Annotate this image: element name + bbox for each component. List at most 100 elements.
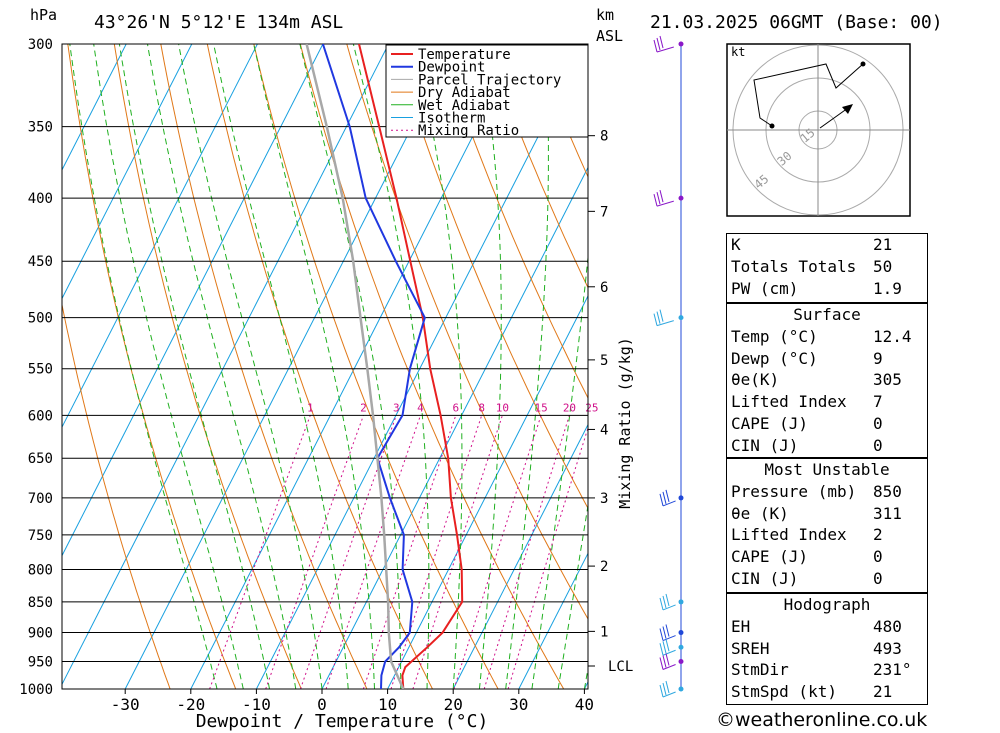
- wet-adiabat-line: [93, 44, 244, 689]
- thetae-row: θe(K) 305: [731, 370, 902, 390]
- pressure-label: 350: [28, 120, 53, 136]
- isotherm-line: [62, 44, 193, 689]
- pressure-label: 1000: [19, 682, 53, 698]
- wind-barb-flag: [659, 657, 664, 670]
- li-row: Lifted Index 7: [731, 392, 883, 412]
- height-tick-label: 1: [600, 624, 608, 640]
- wind-point: [678, 599, 684, 605]
- x-tick-label: -30: [111, 695, 140, 714]
- plot-area: 1 2 3 4 6 8 10 15 20 2530035040045050055060065070…: [19, 35, 1000, 732]
- location-title: 43°26'N 5°12'E 134m ASL: [94, 12, 344, 33]
- wet-adiabat-line: [178, 44, 323, 689]
- wind-barb-flag: [665, 653, 670, 666]
- pressure-label: 950: [28, 655, 53, 671]
- isotherm-line: [124, 44, 455, 689]
- dry-adiabat-line: [392, 44, 588, 689]
- stmspd-row: StmSpd (kt) 21: [731, 682, 893, 702]
- series-temperature: [358, 44, 464, 689]
- series-parcel-trajectory: [305, 44, 405, 689]
- wind-point: [678, 686, 684, 692]
- pressure-label: 300: [28, 37, 53, 53]
- pressure-label: 750: [28, 528, 53, 544]
- x-tick-label: 20: [444, 695, 463, 714]
- wind-barb-flag: [662, 641, 667, 654]
- wet-adiabat-line: [413, 44, 463, 689]
- temp-row: Temp (°C) 12.4: [731, 326, 912, 346]
- hodograph-unit: kt: [731, 45, 745, 59]
- mu-pressure-row: Pressure (mb) 850: [731, 481, 902, 501]
- wind-point: [678, 315, 684, 321]
- stmdir-row: StmDir 231°: [731, 660, 912, 680]
- wind-barb-flag: [665, 593, 670, 607]
- mixing-ratio-line: [325, 415, 421, 689]
- wind-point: [678, 630, 684, 636]
- mixing-ratio-line: [265, 415, 364, 689]
- most-unstable-table: Most Unstable Pressure (mb) 850 θe (K) 311…: [726, 458, 928, 593]
- wind-barb-flag: [659, 628, 664, 641]
- wind-barb-flag: [653, 193, 658, 207]
- wind-barb: [662, 500, 676, 507]
- wind-barb: [662, 664, 676, 670]
- storm-motion-arrowhead: [842, 104, 853, 114]
- pressure-label: 800: [28, 562, 53, 578]
- wind-barb-flag: [656, 37, 661, 51]
- wind-barb-flag: [662, 655, 667, 668]
- wet-adiabat-line: [69, 44, 218, 689]
- wind-barb: [656, 320, 674, 327]
- mixing-ratio-label: 8: [478, 401, 485, 414]
- legend-label: Mixing Ratio: [418, 123, 519, 139]
- wind-barb-flag: [659, 643, 664, 656]
- pressure-label: 650: [28, 451, 53, 467]
- wind-barb-flag: [653, 39, 658, 53]
- wind-barb-flag: [659, 309, 664, 322]
- pressure-label: 600: [28, 408, 53, 424]
- wind-barb-flag: [659, 35, 664, 49]
- mu-cape-row: CAPE (J) 0: [731, 547, 883, 567]
- pressure-label: 500: [28, 311, 53, 327]
- mixing-ratio-label: 10: [496, 401, 509, 414]
- storm-motion-arrow: [819, 107, 849, 129]
- hodo-title: Hodograph: [783, 595, 871, 614]
- legend-label: Dry Adiabat: [418, 85, 511, 101]
- mixing-ratio-label: 6: [452, 401, 459, 414]
- dry-adiabat-line: [951, 44, 1000, 689]
- mixing-ratio-line: [209, 415, 311, 689]
- wet-adiabat-line: [118, 44, 270, 689]
- isotherm-line: [62, 44, 258, 689]
- mixing-ratio-label: 25: [585, 401, 598, 414]
- pressure-label: 400: [28, 191, 53, 207]
- legend-label: Isotherm: [418, 111, 485, 127]
- height-tick-label: 8: [600, 129, 608, 145]
- wet-adiabat-line: [147, 44, 297, 689]
- legend-label: Wet Adiabat: [418, 98, 511, 114]
- isotherm-line: [452, 44, 588, 689]
- hodograph-trace: [753, 63, 864, 127]
- dewp-row: Dewp (°C) 9: [731, 348, 883, 368]
- cape-row: CAPE (J) 0: [731, 413, 883, 433]
- isotherm-line: [62, 44, 390, 689]
- wind-barb: [662, 635, 676, 642]
- wind-barb-flag: [662, 491, 667, 505]
- wind-barb-flag: [665, 624, 670, 637]
- sreh-row: SREH 493: [731, 638, 902, 658]
- wind-barb-flag: [656, 311, 661, 324]
- wind-barb-flag: [656, 191, 661, 205]
- height-tick-label: 3: [600, 491, 608, 507]
- wind-barb-flag: [662, 682, 667, 696]
- height-tick-label: 6: [600, 280, 608, 296]
- wind-point: [678, 41, 684, 47]
- series-dewpoint: [321, 44, 426, 689]
- hodograph-table: Hodograph EH 480 SREH 493 StmDir 231° StmSp…: [726, 593, 928, 705]
- pressure-label: 550: [28, 362, 53, 378]
- height-tick-label: 2: [600, 559, 608, 575]
- wind-barb: [662, 649, 676, 656]
- mixing-ratio-label: 2: [360, 401, 367, 414]
- pressure-unit: hPa: [30, 6, 58, 24]
- wind-profile: [653, 35, 684, 698]
- isotherm-line: [518, 44, 588, 689]
- datetime: 21.03.2025 06GMT (Base: 00): [650, 12, 943, 33]
- wind-barb: [656, 46, 674, 53]
